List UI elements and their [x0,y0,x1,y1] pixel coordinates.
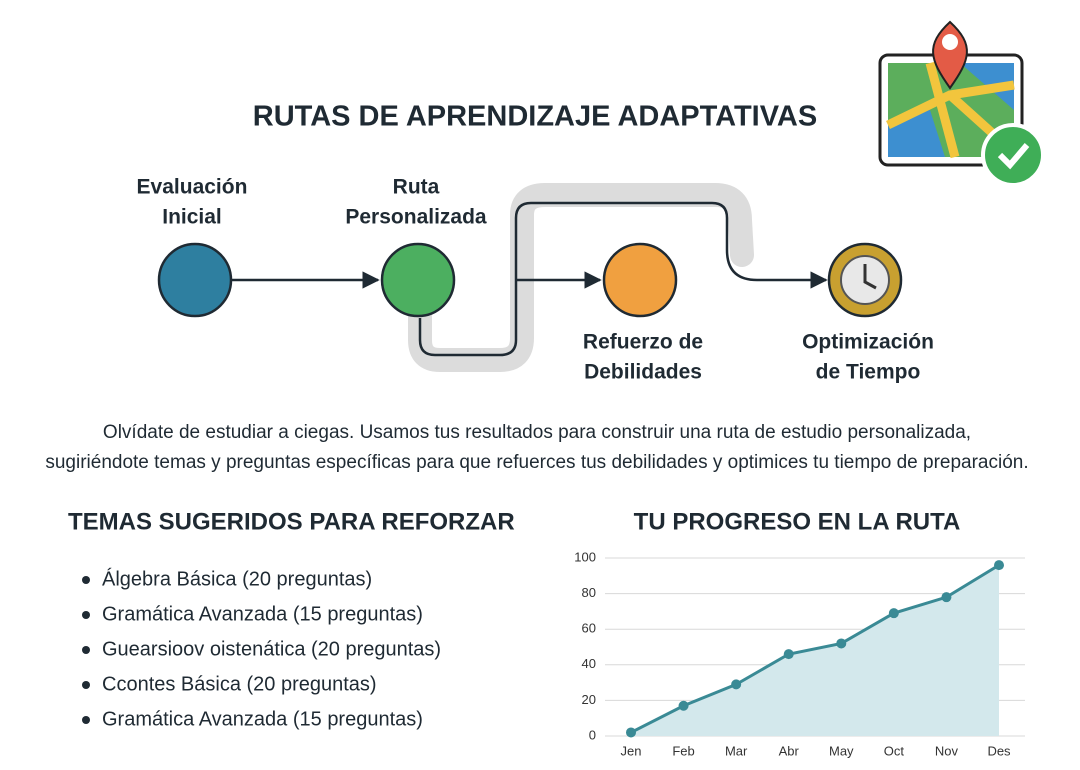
topic-item: Álgebra Básica (20 preguntas) [102,567,372,590]
x-tick-label: Jen [621,743,642,758]
topic-item: Ccontes Básica (20 preguntas) [102,673,377,695]
x-tick-label: May [829,743,854,758]
node-label: Personalizada [345,206,487,229]
point [888,608,899,619]
flow [157,183,903,372]
line [630,563,1000,734]
bullet [82,576,90,584]
chart: 0 20 40 60 80 100 Jen Feb Mar Abr May Oct Nov Des [574,549,1025,758]
y-tick-label: 80 [582,585,596,600]
description: sugiriéndote temas y preguntas específic… [45,452,1028,473]
map-icon [878,20,1045,187]
point [941,592,952,603]
area [631,565,999,736]
y-tick-label: 60 [582,621,596,636]
node-label: Refuerzo de [583,331,703,354]
x-tick-label: Feb [672,743,694,758]
title: RUTAS DE APRENDIZAJE ADAPTATIVAS [253,101,817,133]
node-label: Evaluación [137,176,248,199]
topic-item: Gramática Avanzada (15 preguntas) [102,708,423,730]
bullet [82,716,90,724]
x-tick-label: Oct [884,743,905,758]
chart-title: TU PROGRESO EN LA RUTA [634,508,961,535]
description: Olvídate de estudiar a ciegas. Usamos tu… [103,422,971,443]
point [783,649,794,660]
point [836,638,847,649]
point [731,679,742,690]
x-tick-label: Abr [779,743,800,758]
node-label: de Tiempo [816,361,921,384]
y-tick-label: 20 [582,692,596,707]
x-tick-label: Des [987,743,1011,758]
topics-list: Álgebra Básica (20 preguntas) Gramática A… [82,567,441,730]
node-label: Ruta [393,176,440,199]
y-tick-label: 0 [589,727,596,742]
y-tick-label: 100 [574,549,596,564]
node-label: Optimización [802,331,934,354]
bullet [82,646,90,654]
point [626,727,636,738]
node-label: Inicial [162,206,222,229]
y-tick-label: 40 [582,656,596,671]
x-tick-label: Nov [935,743,959,758]
topics-title: TEMAS SUGERIDOS PARA REFORZAR [68,508,515,535]
topic-item: Gramática Avanzada (15 preguntas) [102,603,423,625]
topic-item: Guearsioov oistenática (20 preguntas) [102,638,441,660]
point [678,700,689,711]
point [994,560,1004,571]
bullet [82,611,90,619]
node-label: Debilidades [584,361,702,384]
x-tick-label: Mar [725,743,748,758]
bullet [82,681,90,689]
